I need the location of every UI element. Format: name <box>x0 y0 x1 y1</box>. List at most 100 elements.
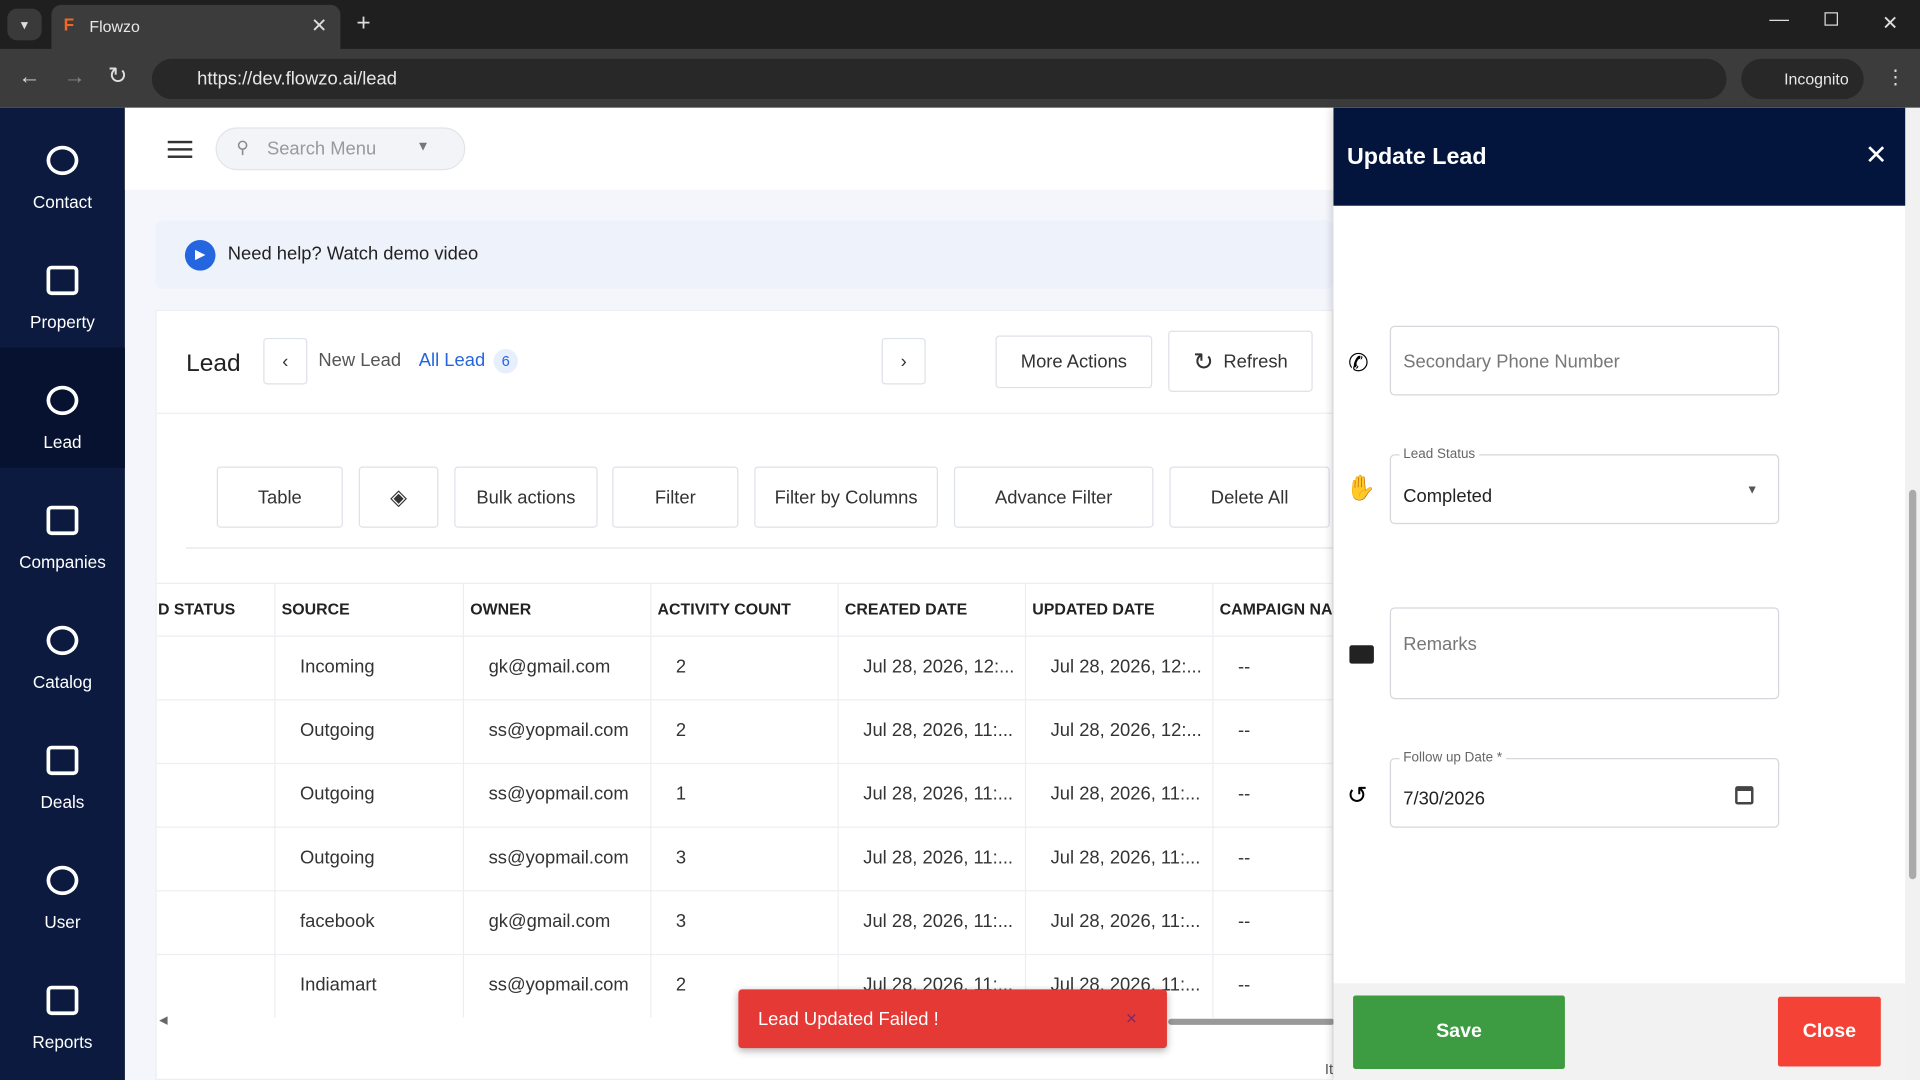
sidebar-item[interactable]: Companies <box>0 468 125 588</box>
tab-menu[interactable]: ▾ <box>7 8 42 41</box>
more-actions[interactable]: More Actions <box>995 335 1153 389</box>
save-button[interactable]: Save <box>1353 995 1565 1069</box>
back[interactable]: ← <box>18 63 41 89</box>
lead-status-select[interactable]: Lead Status Completed ▼ <box>1389 446 1780 525</box>
sidebar-label: Catalog <box>32 672 92 692</box>
v-scroll-thumb[interactable] <box>1908 489 1917 880</box>
toolbar-button[interactable]: Table <box>216 466 343 528</box>
sidebar-icon <box>46 265 79 296</box>
column-header[interactable]: UPDATED DATE <box>1032 600 1155 619</box>
toolbar-button[interactable]: Filter by Columns <box>754 466 938 528</box>
secondary-phone-input[interactable]: Secondary Phone Number <box>1389 325 1780 396</box>
table-cell: ss@yopmail.com <box>488 847 629 869</box>
table-cell: Jul 28, 2026, 11:... <box>1050 847 1201 869</box>
sidebar-item[interactable]: Contact <box>0 108 125 228</box>
table-cell: ss@yopmail.com <box>488 974 629 996</box>
panel-close-x[interactable]: ✕ <box>1864 139 1888 171</box>
remarks-icon <box>1349 645 1374 664</box>
toast-close[interactable]: ✕ <box>1125 1010 1138 1028</box>
forward[interactable]: → <box>63 63 86 89</box>
toolbar-button[interactable]: Bulk actions <box>454 466 598 528</box>
calendar-icon[interactable] <box>1735 786 1754 805</box>
minimize[interactable]: — <box>1769 9 1789 31</box>
help-banner[interactable]: ▶ Need help? Watch demo video <box>155 220 1334 289</box>
followup-label: Follow up Date * <box>1399 750 1506 766</box>
table-cell: 2 <box>675 720 687 741</box>
sidebar-item[interactable]: Reports <box>0 948 125 1068</box>
error-toast: Lead Updated Failed ! ✕ <box>738 989 1167 1049</box>
row-border <box>156 826 1335 828</box>
table-cell: -- <box>1237 847 1251 869</box>
toast-message: Lead Updated Failed ! <box>757 1008 939 1030</box>
table-cell: Jul 28, 2026, 11:... <box>1050 911 1201 932</box>
search-menu[interactable]: ⚲ Search Menu ▼ <box>215 127 466 171</box>
h-scrollbar[interactable] <box>1168 1018 1335 1025</box>
table-cell: Outgoing <box>300 783 375 805</box>
tab-all-lead[interactable]: All Lead <box>418 350 486 372</box>
scroll-left[interactable]: ◀ <box>159 1013 168 1027</box>
play-icon: ▶ <box>184 240 216 271</box>
new-tab[interactable]: + <box>356 9 371 37</box>
table-cell: ss@yopmail.com <box>488 720 629 741</box>
column-header[interactable]: OWNER <box>470 600 532 619</box>
window-close[interactable]: ✕ <box>1882 13 1899 35</box>
browser-menu[interactable]: ⋮ <box>1885 67 1906 89</box>
tab-close[interactable]: ✕ <box>311 15 328 37</box>
secondary-phone-placeholder: Secondary Phone Number <box>1403 351 1620 373</box>
layers-button[interactable]: ◈ <box>358 466 439 528</box>
restore[interactable] <box>1824 12 1838 26</box>
table-cell: Jul 28, 2026, 12:... <box>1050 656 1202 678</box>
tab-new-lead[interactable]: New Lead <box>318 350 402 372</box>
sidebar-item[interactable]: Lead <box>0 347 125 468</box>
table-cell: -- <box>1237 656 1251 678</box>
column-header[interactable]: CREATED DATE <box>844 600 968 619</box>
sidebar-item[interactable]: Catalog <box>0 588 125 708</box>
prev-tab[interactable]: ‹ <box>263 337 308 385</box>
remarks-input[interactable]: Remarks <box>1389 607 1780 700</box>
table-cell: Indiamart <box>300 974 377 996</box>
sidebar-item[interactable]: User <box>0 828 125 948</box>
v-scrollbar <box>1905 107 1920 1080</box>
active-tab[interactable]: F Flowzo ✕ <box>51 4 341 49</box>
sidebar-label: Property <box>30 312 95 332</box>
reload[interactable]: ↻ <box>107 63 128 90</box>
row-border <box>156 953 1335 956</box>
column-header[interactable]: D STATUS <box>157 600 236 619</box>
select-caret: ▼ <box>1746 483 1759 498</box>
followup-date-input[interactable]: Follow up Date * 7/30/2026 <box>1389 750 1780 828</box>
column-header[interactable]: CAMPAIGN NAM <box>1219 600 1346 619</box>
table-cell: 2 <box>675 656 687 678</box>
followup-value: 7/30/2026 <box>1403 788 1485 810</box>
column-header[interactable]: ACTIVITY COUNT <box>657 600 791 619</box>
sidebar-icon <box>46 745 79 776</box>
toolbar-button[interactable]: Delete All <box>1169 466 1330 528</box>
sidebar-label: Contact <box>32 192 92 212</box>
save-label: Save <box>1436 1021 1482 1043</box>
remarks-placeholder: Remarks <box>1403 634 1477 656</box>
table-cell: 2 <box>675 974 687 996</box>
column-header[interactable]: SOURCE <box>281 600 350 619</box>
sidebar-label: User <box>44 912 81 932</box>
close-button[interactable]: Close <box>1777 996 1881 1067</box>
refresh[interactable]: ↻ Refresh <box>1168 330 1313 392</box>
sidebar-item[interactable]: Deals <box>0 708 125 828</box>
sidebar-item[interactable]: Property <box>0 228 125 348</box>
toolbar-label: Delete All <box>1210 486 1289 508</box>
sidebar-icon <box>46 145 79 176</box>
profile-chip[interactable]: Incognito <box>1741 58 1864 100</box>
row-border <box>156 699 1335 701</box>
table-cell: -- <box>1237 974 1251 996</box>
toolbar-button[interactable]: Advance Filter <box>953 466 1154 528</box>
address-bar[interactable]: https://dev.flowzo.ai/lead <box>151 58 1727 100</box>
top-header: ⚲ Search Menu ▼ <box>124 107 1334 190</box>
next-tab[interactable]: › <box>881 337 926 385</box>
table-cell: Jul 28, 2026, 11:... <box>1050 783 1201 805</box>
table-cell: Outgoing <box>300 847 375 869</box>
table-cell: Jul 28, 2026, 12:... <box>1050 720 1202 741</box>
sidebar: Contact Property Lead Companies Catalog Deals… <box>0 107 125 1080</box>
hamburger[interactable] <box>167 140 193 158</box>
header-border <box>156 582 1335 585</box>
toolbar-button[interactable]: Filter <box>612 466 739 528</box>
table-cell: Jul 28, 2026, 11:... <box>863 783 1014 805</box>
